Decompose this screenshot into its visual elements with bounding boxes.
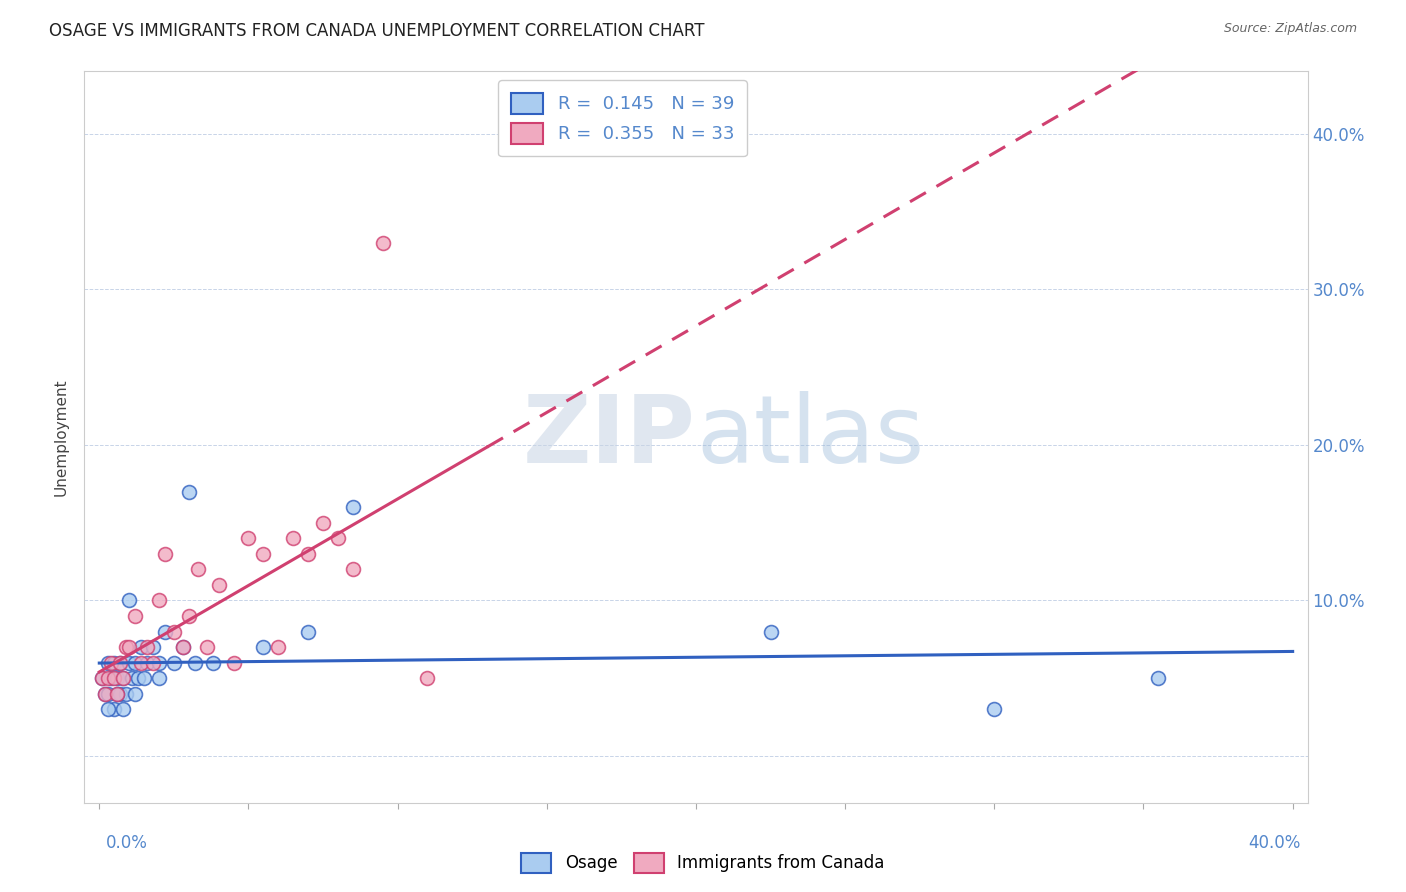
Text: OSAGE VS IMMIGRANTS FROM CANADA UNEMPLOYMENT CORRELATION CHART: OSAGE VS IMMIGRANTS FROM CANADA UNEMPLOY…	[49, 22, 704, 40]
Point	[94, 687, 117, 701]
Point	[105, 687, 128, 701]
Point	[184, 656, 207, 670]
Point	[177, 609, 200, 624]
Legend: R =  0.145   N = 39, R =  0.355   N = 33: R = 0.145 N = 39, R = 0.355 N = 33	[498, 80, 747, 156]
Point	[172, 640, 194, 655]
Point	[91, 671, 114, 685]
Point	[416, 671, 439, 685]
Point	[252, 547, 274, 561]
Point	[267, 640, 290, 655]
Point	[297, 624, 319, 639]
Point	[124, 609, 146, 624]
Point	[142, 640, 165, 655]
Point	[983, 702, 1005, 716]
Point	[112, 671, 135, 685]
Legend: Osage, Immigrants from Canada: Osage, Immigrants from Canada	[515, 847, 891, 880]
Point	[153, 624, 176, 639]
Y-axis label: Unemployment: Unemployment	[53, 378, 69, 496]
Point	[127, 671, 149, 685]
Text: 40.0%: 40.0%	[1249, 834, 1301, 852]
Point	[103, 671, 125, 685]
Point	[759, 624, 782, 639]
Point	[108, 656, 131, 670]
Point	[195, 640, 218, 655]
Point	[132, 671, 155, 685]
Point	[177, 484, 200, 499]
Point	[136, 640, 159, 655]
Point	[129, 640, 152, 655]
Point	[124, 687, 146, 701]
Point	[118, 593, 141, 607]
Point	[121, 671, 143, 685]
Point	[105, 687, 128, 701]
Point	[118, 640, 141, 655]
Point	[342, 500, 364, 515]
Point	[371, 235, 394, 250]
Point	[118, 656, 141, 670]
Point	[163, 656, 186, 670]
Point	[148, 593, 170, 607]
Point	[108, 656, 131, 670]
Point	[97, 671, 120, 685]
Point	[115, 640, 138, 655]
Point	[103, 702, 125, 716]
Point	[187, 562, 209, 576]
Point	[97, 687, 120, 701]
Point	[163, 624, 186, 639]
Point	[148, 656, 170, 670]
Point	[108, 687, 131, 701]
Text: ZIP: ZIP	[523, 391, 696, 483]
Point	[148, 671, 170, 685]
Point	[100, 656, 122, 670]
Point	[222, 656, 245, 670]
Point	[103, 656, 125, 670]
Point	[153, 547, 176, 561]
Point	[94, 687, 117, 701]
Point	[142, 656, 165, 670]
Point	[136, 656, 159, 670]
Point	[115, 687, 138, 701]
Point	[97, 656, 120, 670]
Point	[112, 671, 135, 685]
Point	[238, 531, 260, 545]
Point	[326, 531, 349, 545]
Point	[252, 640, 274, 655]
Point	[97, 702, 120, 716]
Point	[112, 702, 135, 716]
Point	[129, 656, 152, 670]
Point	[342, 562, 364, 576]
Point	[1147, 671, 1170, 685]
Text: Source: ZipAtlas.com: Source: ZipAtlas.com	[1223, 22, 1357, 36]
Point	[100, 671, 122, 685]
Point	[105, 671, 128, 685]
Point	[124, 656, 146, 670]
Point	[312, 516, 335, 530]
Point	[283, 531, 305, 545]
Point	[172, 640, 194, 655]
Point	[201, 656, 224, 670]
Point	[297, 547, 319, 561]
Point	[91, 671, 114, 685]
Text: 0.0%: 0.0%	[105, 834, 148, 852]
Text: atlas: atlas	[696, 391, 924, 483]
Point	[207, 578, 229, 592]
